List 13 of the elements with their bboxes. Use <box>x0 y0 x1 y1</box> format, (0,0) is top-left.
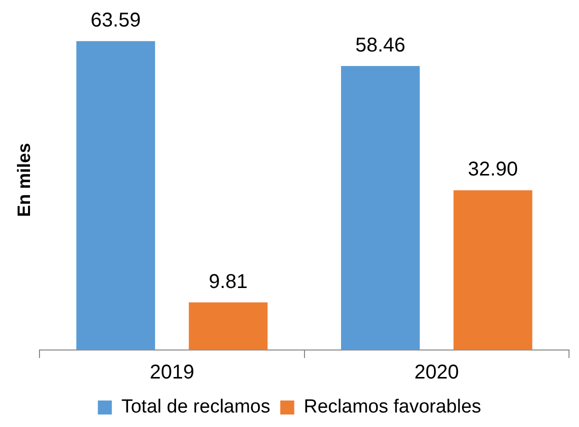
legend-label: Reclamos favorables <box>304 396 482 418</box>
x-tick-label: 2019 <box>150 362 194 384</box>
y-axis-title: En miles <box>14 142 34 218</box>
x-tick-label: 2020 <box>414 362 459 384</box>
bar <box>341 66 420 350</box>
bar <box>188 302 268 350</box>
data-label: 32.90 <box>468 158 518 181</box>
data-label: 58.46 <box>355 34 406 57</box>
bar <box>76 41 156 350</box>
bar <box>454 190 532 350</box>
data-label: 9.81 <box>208 270 248 293</box>
legend-label: Total de reclamos <box>121 396 270 418</box>
data-label: 63.59 <box>90 10 141 32</box>
